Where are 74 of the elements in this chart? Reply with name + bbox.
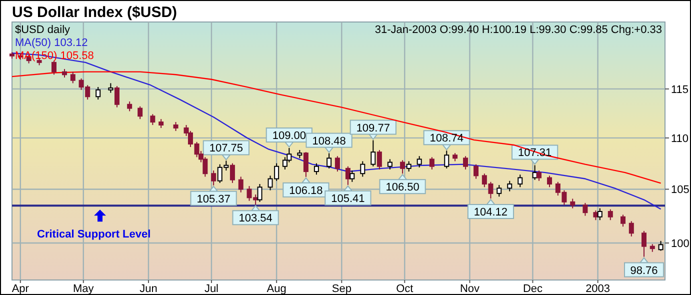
- annotation: 109.00: [272, 130, 306, 142]
- series-label: MA(50) 103.12: [15, 37, 88, 49]
- candlestick: [211, 170, 216, 186]
- annotation: 108.74: [430, 132, 464, 145]
- candlestick: [474, 164, 479, 180]
- candlestick: [314, 162, 319, 176]
- annotation: 107.75: [209, 142, 243, 155]
- candlestick: [608, 208, 613, 221]
- x-tick-label: Oct: [396, 283, 414, 295]
- candlestick: [114, 86, 120, 108]
- candlestick: [507, 180, 512, 192]
- x-tick-label: May: [73, 283, 94, 295]
- annotation: 98.76: [630, 264, 658, 277]
- candlestick: [345, 166, 350, 186]
- candlestick: [230, 162, 235, 184]
- y-tick-label: 110: [671, 132, 689, 145]
- annotation: 105.41: [331, 192, 365, 205]
- candlestick: [406, 160, 412, 172]
- candlestick: [370, 140, 376, 167]
- candlestick: [593, 210, 598, 221]
- ref-line-label: Critical Support Level: [37, 228, 151, 241]
- series-label: $USD daily: [15, 24, 71, 36]
- candlestick: [138, 106, 143, 120]
- candlestick: [350, 170, 355, 182]
- y-tick-label: 100: [671, 238, 690, 250]
- chart-title: US Dollar Index ($USD): [12, 4, 178, 21]
- x-tick-label: 2003: [586, 283, 610, 295]
- candlestick: [108, 82, 114, 94]
- x-tick-label: Apr: [12, 283, 30, 295]
- candlestick: [642, 230, 647, 258]
- annotation: 103.54: [238, 212, 272, 225]
- candlestick: [387, 158, 392, 170]
- candlestick: [628, 220, 634, 237]
- y-tick-label: 105: [671, 184, 690, 196]
- candlestick: [597, 208, 602, 221]
- candlestick: [547, 175, 552, 188]
- annotation: 108.48: [312, 135, 346, 148]
- x-tick-label: Nov: [460, 283, 480, 295]
- x-tick-label: Sep: [332, 283, 352, 295]
- candlestick: [238, 176, 244, 193]
- candlestick: [582, 202, 588, 216]
- candlestick: [334, 156, 340, 172]
- candlestick: [96, 86, 101, 100]
- candlestick: [51, 60, 56, 76]
- annotation: 104.12: [474, 206, 508, 219]
- candlestick: [496, 184, 502, 198]
- candlestick: [127, 100, 132, 112]
- candlestick: [416, 156, 422, 168]
- candlestick: [303, 152, 308, 178]
- candlestick: [570, 198, 576, 209]
- candlestick: [536, 170, 542, 182]
- candlestick: [360, 160, 366, 178]
- candlestick: [326, 152, 332, 169]
- candlestick: [70, 71, 76, 84]
- candlestick: [150, 114, 156, 126]
- y-tick-label: 115: [671, 84, 689, 96]
- candlestick: [658, 240, 664, 252]
- x-tick-label: Jun: [140, 283, 158, 295]
- candlestick: [463, 156, 468, 170]
- candlestick: [620, 214, 626, 228]
- x-tick-label: Aug: [266, 283, 286, 295]
- candlestick: [444, 150, 450, 169]
- candlestick: [376, 150, 382, 170]
- annotation: 31-Jan-2003 O:99.40 H:100.19 L:99.30 C:99.85 Chg:+0.33: [374, 24, 662, 36]
- x-tick-label: Jul: [204, 283, 218, 295]
- candlestick: [400, 160, 406, 174]
- annotation: 106.18: [289, 184, 323, 197]
- candlestick: [257, 183, 262, 202]
- x-tick-label: Dec: [522, 283, 543, 295]
- annotation: 105.37: [196, 193, 230, 206]
- candlestick: [429, 156, 434, 170]
- annotation: 109.77: [356, 122, 390, 134]
- candlestick: [518, 174, 523, 188]
- annotation: 106.50: [386, 182, 420, 194]
